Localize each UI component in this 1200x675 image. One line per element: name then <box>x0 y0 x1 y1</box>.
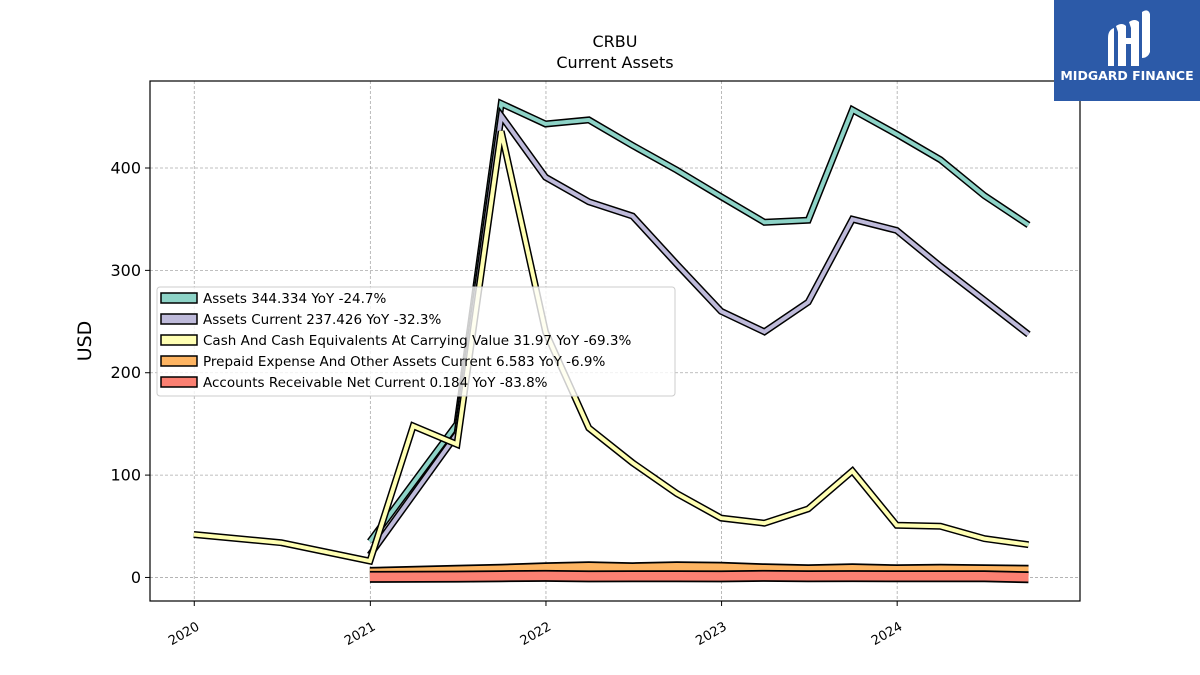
legend-entry-label: Assets Current 237.426 YoY -32.3% <box>203 312 442 328</box>
legend-swatch <box>160 292 198 304</box>
logo-text: MIDGARD FINANCE <box>1060 68 1194 83</box>
series-line-cash-and-cash-equivalents-at-carrying-value <box>193 130 1029 564</box>
series-lines <box>193 98 1031 566</box>
y-tick-label: 100 <box>110 466 141 485</box>
x-tick-label: 2021 <box>342 619 378 649</box>
plot-frame <box>149 80 1081 602</box>
logo-mark-icon <box>1108 10 1150 66</box>
x-tick-label: 2023 <box>693 619 729 649</box>
series-line-assets <box>368 100 1030 543</box>
series-band-prepaid-expense-and-other-assets-current <box>369 562 1029 578</box>
y-tick-label: 400 <box>110 159 141 178</box>
y-tick-label: 200 <box>110 363 141 382</box>
series-band-accounts-receivable-net-current <box>369 571 1029 582</box>
x-tick-label: 2020 <box>166 619 202 649</box>
chart-title: CRBU <box>593 32 638 51</box>
legend-swatch <box>160 334 198 346</box>
legend-swatch <box>160 355 198 367</box>
x-axis-ticks: 2020 2021 2022 2023 2024 <box>166 601 905 649</box>
legend-entry-label: Prepaid Expense And Other Assets Current… <box>203 354 606 370</box>
y-axis-label: USD <box>74 321 96 362</box>
legend-entry-label: Assets 344.334 YoY -24.7% <box>203 291 387 307</box>
brand-logo: MIDGARD FINANCE <box>1054 0 1200 101</box>
legend: Assets 344.334 YoY -24.7% Assets Current … <box>156 286 676 397</box>
legend-entry-label: Cash And Cash Equivalents At Carrying Va… <box>203 333 631 349</box>
legend-entry-label: Accounts Receivable Net Current 0.184 Yo… <box>203 375 548 391</box>
y-axis-ticks: 0 100 200 300 400 <box>110 159 150 587</box>
series-areas <box>369 561 1029 584</box>
y-tick-label: 0 <box>131 568 141 587</box>
legend-swatch <box>160 313 198 325</box>
x-tick-label: 2024 <box>869 619 905 649</box>
series-line-assets-current <box>368 110 1030 557</box>
x-tick-label: 2022 <box>518 619 554 649</box>
legend-swatch <box>160 376 198 388</box>
y-tick-label: 300 <box>110 261 141 280</box>
chart-subtitle: Current Assets <box>556 53 673 72</box>
legend-box <box>156 286 676 397</box>
